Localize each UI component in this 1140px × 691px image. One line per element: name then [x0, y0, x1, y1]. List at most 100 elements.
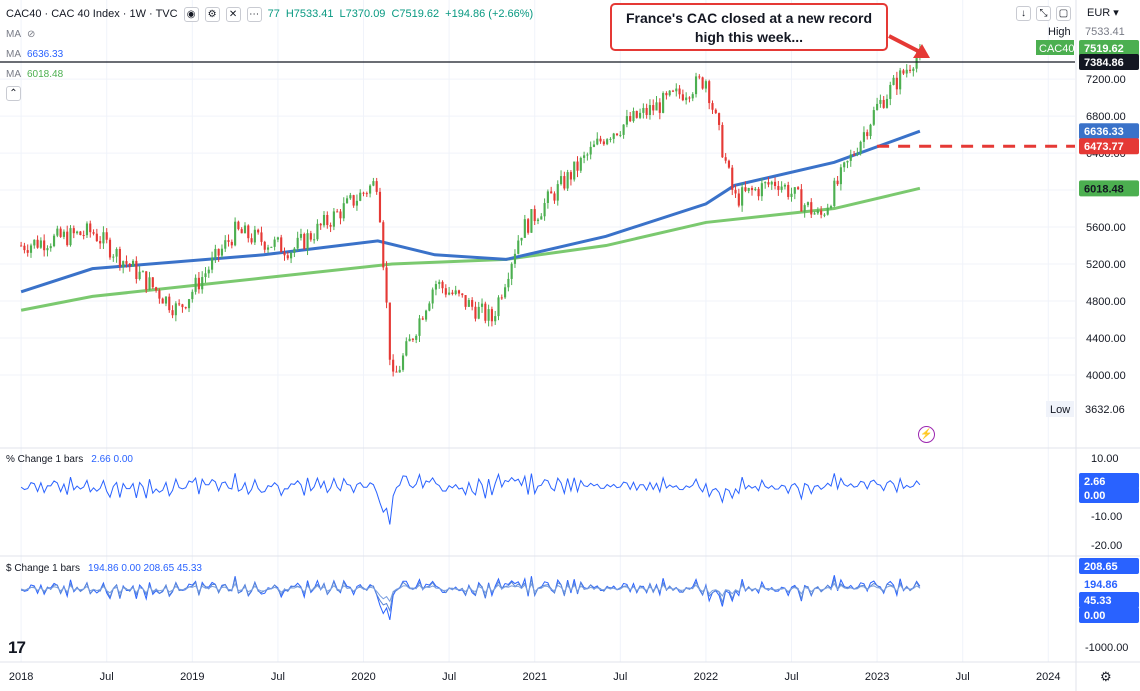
ohlc-high: H7533.41 — [285, 8, 334, 20]
candle-body — [760, 183, 763, 197]
candle-body — [895, 77, 898, 90]
candle-body — [286, 255, 289, 259]
candle-body — [813, 213, 816, 215]
candle-body — [645, 107, 648, 115]
eye-icon[interactable]: ◉ — [183, 6, 199, 22]
chevron-up-icon[interactable]: ⌃ — [6, 85, 21, 101]
pct-title[interactable]: % Change 1 bars — [6, 454, 84, 465]
ma2-legend: MA 6018.48 — [6, 66, 63, 82]
ma1-label[interactable]: MA — [6, 48, 21, 60]
candle-body — [685, 97, 688, 101]
candle-body — [714, 109, 717, 114]
symbol-title[interactable]: CAC40 · CAC 40 Index · 1W · TVC — [6, 8, 178, 20]
usd-tag-2: 194.86 — [1084, 579, 1118, 591]
candle-body — [39, 240, 42, 248]
collapse-icon[interactable]: ⤡ — [1036, 6, 1051, 21]
pct-change-line — [20, 472, 921, 525]
candle-body — [131, 260, 135, 267]
annotation-box[interactable]: France's CAC closed at a new record high… — [610, 3, 888, 51]
horizontal-lines — [0, 61, 1075, 148]
candle-body — [178, 303, 181, 305]
usd-tag-2-bg — [1079, 576, 1139, 592]
candle-body — [151, 277, 154, 288]
candle-body — [211, 257, 214, 270]
candle-body — [559, 176, 563, 185]
currency-selector[interactable]: EUR ▾ — [1087, 7, 1119, 19]
candle-body — [326, 214, 329, 226]
pct-legend: % Change 1 bars 2.66 0.00 — [6, 454, 133, 465]
candle-body — [306, 233, 309, 249]
usd-title[interactable]: $ Change 1 bars — [6, 563, 80, 574]
settings-icon[interactable]: ⚙ — [204, 6, 220, 22]
candle-body — [566, 172, 569, 189]
candle-body — [138, 271, 141, 280]
candle-body — [764, 182, 767, 184]
candle-body — [247, 225, 250, 239]
candle-body — [62, 231, 65, 237]
candle-body — [207, 269, 210, 274]
candle-body — [737, 193, 740, 206]
candle-body — [467, 300, 470, 307]
candle-body — [438, 281, 441, 285]
hline-price-tag: 7384.86 — [1084, 57, 1124, 69]
candle-body — [556, 184, 559, 201]
candle-body — [322, 214, 326, 226]
candle-body — [227, 240, 230, 242]
candle-body — [540, 216, 543, 220]
candle-body — [181, 304, 184, 308]
candle-body — [869, 124, 872, 137]
time-tick-label: 2020 — [351, 671, 375, 683]
candle-body — [415, 335, 418, 340]
candle-body — [365, 193, 368, 195]
candle-body — [872, 110, 875, 125]
candle-body — [23, 245, 26, 251]
candle-body — [849, 154, 852, 161]
candle-body — [359, 192, 362, 201]
candle-body — [115, 249, 118, 257]
more-icon[interactable]: ⋯ — [246, 6, 262, 22]
candle-body — [395, 371, 398, 373]
candle-body — [184, 307, 187, 309]
gear-icon[interactable]: ⚙ — [1100, 669, 1112, 684]
candle-body — [474, 306, 477, 319]
price-tick-label: 6800.00 — [1086, 111, 1126, 123]
candle-body — [260, 232, 263, 242]
candle-body — [688, 97, 691, 99]
candle-body — [810, 202, 813, 215]
candle-body — [583, 155, 586, 158]
candle-body — [510, 263, 513, 279]
candle-body — [336, 211, 339, 213]
last-symbol-bg — [1036, 40, 1074, 55]
price-tick-label: 4800.00 — [1086, 296, 1126, 308]
candle-body — [102, 232, 105, 244]
ma2-label[interactable]: MA — [6, 68, 21, 80]
candle-body — [612, 133, 615, 139]
candle-body — [530, 209, 533, 233]
candle-body — [444, 288, 447, 295]
arrow-down-icon[interactable]: ↓ — [1016, 6, 1031, 21]
candle-body — [586, 154, 589, 156]
lightning-icon[interactable]: ⚡ — [918, 426, 935, 443]
indicator-panels — [20, 472, 921, 621]
candle-body — [826, 207, 829, 215]
candle-body — [553, 193, 556, 201]
last-symbol: CAC40 — [1039, 43, 1074, 55]
pct-tick-label: -20.00 — [1091, 540, 1122, 552]
candle-body — [500, 297, 503, 299]
close-icon[interactable]: ✕ — [225, 6, 241, 22]
usd-tag-3-bg — [1079, 592, 1139, 608]
maximize-icon[interactable]: ▢ — [1056, 6, 1071, 21]
candle-body — [187, 299, 191, 309]
eye-off-icon[interactable]: ⊘ — [27, 28, 36, 40]
annotation-line-1: France's CAC closed at a new record — [625, 10, 873, 26]
candle-body — [806, 202, 810, 206]
candle-body — [698, 76, 701, 78]
price-tick-label: 4000.00 — [1086, 370, 1126, 382]
candle-body — [171, 310, 174, 316]
candle-body — [678, 88, 681, 95]
candle-body — [234, 221, 237, 246]
candle-body — [253, 229, 256, 243]
candle-body — [694, 76, 698, 95]
